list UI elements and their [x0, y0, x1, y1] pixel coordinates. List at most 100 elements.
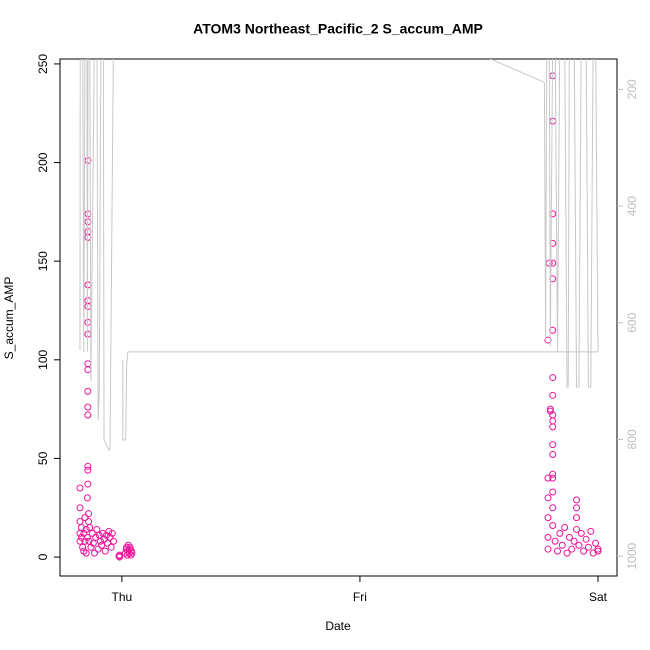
- data-point: [594, 545, 602, 553]
- data-point: [544, 514, 552, 522]
- data-point: [551, 537, 559, 545]
- chart-title: ATOM3 Northeast_Pacific_2 S_accum_AMP: [193, 21, 483, 37]
- data-point: [84, 462, 92, 470]
- data-point: [98, 541, 106, 549]
- data-point: [582, 535, 590, 543]
- data-point: [573, 496, 581, 504]
- data-point: [110, 537, 118, 545]
- data-point: [573, 525, 581, 533]
- data-point: [102, 531, 110, 539]
- data-point: [76, 504, 84, 512]
- data-point: [558, 541, 566, 549]
- data-point: [549, 423, 557, 431]
- data-point: [104, 539, 112, 547]
- x-tick-label: Fri: [353, 590, 367, 604]
- y2-tick-label: 600: [625, 312, 639, 332]
- y2-tick-label: 800: [625, 429, 639, 449]
- y2-tick-label: 400: [625, 196, 639, 216]
- data-point: [549, 117, 557, 125]
- data-point: [594, 547, 602, 555]
- y-tick-label: 250: [36, 54, 50, 74]
- data-point: [573, 514, 581, 522]
- data-point: [76, 484, 84, 492]
- data-point: [115, 552, 123, 560]
- data-point: [91, 549, 99, 557]
- data-point: [544, 533, 552, 541]
- data-point: [89, 539, 97, 547]
- data-point: [544, 336, 552, 344]
- data-point: [592, 539, 600, 547]
- data-point: [106, 533, 114, 541]
- data-point: [108, 529, 116, 537]
- data-point: [565, 533, 573, 541]
- data-point: [123, 551, 131, 559]
- data-point: [84, 411, 92, 419]
- data-point: [101, 547, 109, 555]
- y-tick-label: 0: [36, 553, 50, 560]
- data-point: [549, 326, 557, 334]
- y-tick-label: 100: [36, 349, 50, 369]
- data-point: [82, 549, 90, 557]
- data-point: [83, 533, 91, 541]
- data-point: [577, 529, 585, 537]
- data-point: [85, 518, 93, 526]
- x-tick-label: Sat: [589, 590, 608, 604]
- data-point: [94, 545, 102, 553]
- data-point: [79, 543, 87, 551]
- data-point: [549, 474, 557, 482]
- y-tick-label: 200: [36, 152, 50, 172]
- data-point: [84, 387, 92, 395]
- data-point: [549, 374, 557, 382]
- data-point: [88, 529, 96, 537]
- data-point: [549, 522, 557, 530]
- data-point: [87, 543, 95, 551]
- data-point: [549, 470, 557, 478]
- data-point: [86, 523, 94, 531]
- data-point: [570, 537, 578, 545]
- data-point: [107, 543, 115, 551]
- data-point: [563, 549, 571, 557]
- data-point: [76, 537, 84, 545]
- data-point: [84, 480, 92, 488]
- data-point: [82, 525, 90, 533]
- plot-frame: [59, 58, 618, 577]
- y-tick-label: 50: [36, 451, 50, 465]
- data-point: [96, 537, 104, 545]
- data-point: [584, 543, 592, 551]
- x-axis-label: Date: [325, 619, 351, 633]
- data-point: [546, 407, 554, 415]
- data-point: [549, 441, 557, 449]
- data-point: [84, 366, 92, 374]
- data-point: [589, 549, 597, 557]
- data-point: [561, 523, 569, 531]
- data-point: [84, 403, 92, 411]
- data-point: [544, 545, 552, 553]
- data-point: [568, 545, 576, 553]
- data-point: [580, 547, 588, 555]
- data-point: [573, 504, 581, 512]
- data-point: [80, 529, 88, 537]
- data-point: [546, 405, 554, 413]
- data-point: [549, 504, 557, 512]
- y-axis-label: S_accum_AMP: [2, 277, 16, 360]
- data-point: [81, 537, 89, 545]
- data-point: [128, 549, 136, 557]
- data-point: [549, 488, 557, 496]
- data-point: [84, 466, 92, 474]
- data-point: [575, 541, 583, 549]
- data-point: [549, 391, 557, 399]
- data-point: [92, 533, 100, 541]
- data-point: [84, 360, 92, 368]
- data-point: [556, 529, 564, 537]
- x-tick-label: Thu: [112, 590, 133, 604]
- data-point: [77, 523, 85, 531]
- data-point: [549, 210, 557, 218]
- data-point: [99, 529, 107, 537]
- data-point: [85, 510, 93, 518]
- data-point: [83, 494, 91, 502]
- data-point: [93, 525, 101, 533]
- data-point: [553, 547, 561, 555]
- data-point: [544, 474, 552, 482]
